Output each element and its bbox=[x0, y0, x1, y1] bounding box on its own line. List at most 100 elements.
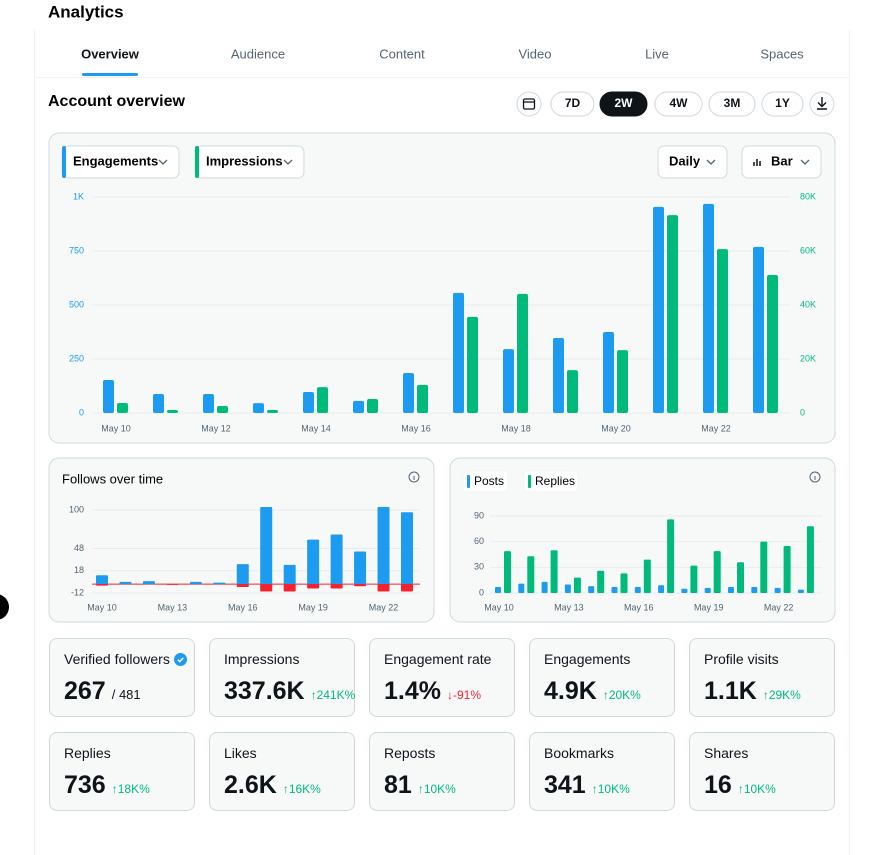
stat-value: 16 bbox=[704, 771, 732, 799]
bar bbox=[119, 581, 132, 585]
x-tick-label: May 12 bbox=[201, 423, 231, 433]
bar bbox=[728, 587, 734, 593]
range-button[interactable] bbox=[599, 91, 648, 117]
control-dropdown[interactable] bbox=[657, 145, 728, 179]
stat-value: 2.6K bbox=[224, 771, 277, 799]
stat-label-row: Bookmarks bbox=[544, 745, 614, 761]
range-label: 1Y bbox=[775, 96, 790, 110]
y-tick-label: 60 bbox=[474, 536, 484, 546]
bar bbox=[260, 507, 273, 585]
stat-change: ↑18K% bbox=[111, 782, 150, 796]
stat-change: ↑20K% bbox=[602, 688, 641, 702]
stat-label-row: Impressions bbox=[224, 651, 299, 667]
bar bbox=[518, 583, 525, 593]
legend-pill[interactable] bbox=[523, 470, 579, 493]
stat-change: ↑10K% bbox=[591, 782, 630, 796]
y-tick-label: 0 bbox=[479, 587, 484, 597]
bar bbox=[611, 587, 618, 593]
info-icon[interactable] bbox=[408, 471, 420, 483]
y2-tick-label: 20K bbox=[800, 353, 816, 363]
series-color bbox=[195, 146, 199, 178]
stat-label: Verified followers bbox=[64, 651, 170, 667]
x-tick-label: May 22 bbox=[369, 602, 399, 612]
stat-card: Shares 16 ↑10K% bbox=[689, 732, 835, 811]
stat-value: 341 bbox=[544, 771, 586, 799]
bar bbox=[597, 570, 605, 593]
control-label: Bar bbox=[771, 153, 793, 168]
bar bbox=[690, 565, 698, 593]
stat-label: Impressions bbox=[224, 651, 300, 667]
bar bbox=[617, 350, 628, 413]
series-color bbox=[528, 475, 531, 488]
bar bbox=[203, 393, 214, 413]
tab[interactable]: Spaces bbox=[760, 46, 804, 61]
tab[interactable]: Content bbox=[379, 46, 425, 61]
stat-label: Replies bbox=[64, 745, 111, 761]
stat-value-row: 1.4% ↓-91% bbox=[384, 677, 481, 706]
bar bbox=[96, 575, 108, 585]
x-tick-label: May 10 bbox=[101, 423, 131, 433]
bar bbox=[550, 550, 558, 593]
bar bbox=[153, 393, 164, 413]
y2-tick-label: 0 bbox=[800, 407, 805, 417]
bar bbox=[753, 246, 764, 413]
bar bbox=[330, 584, 343, 589]
bar bbox=[504, 551, 511, 593]
tab[interactable]: Video bbox=[518, 46, 551, 61]
bar bbox=[260, 584, 273, 592]
control-dropdown[interactable] bbox=[741, 145, 822, 179]
stat-label-row: Profile visits bbox=[704, 651, 779, 667]
x-tick-label: May 10 bbox=[87, 602, 117, 612]
stat-label: Likes bbox=[224, 745, 257, 761]
bar bbox=[620, 573, 628, 593]
stat-card: Engagements 4.9K ↑20K% bbox=[529, 638, 675, 717]
page-title: Analytics bbox=[48, 2, 124, 21]
stat-card: Profile visits 1.1K ↑29K% bbox=[689, 638, 835, 717]
chevron bbox=[800, 159, 810, 165]
bar bbox=[653, 206, 664, 413]
control-label: Daily bbox=[669, 153, 701, 168]
bar bbox=[567, 370, 578, 413]
y2-tick-label: 80K bbox=[800, 191, 816, 201]
stat-label-row: Engagement rate bbox=[384, 651, 491, 667]
stat-label: Shares bbox=[704, 745, 749, 761]
info-icon[interactable] bbox=[809, 471, 821, 483]
stat-change: ↓-91% bbox=[446, 688, 481, 702]
range-button[interactable] bbox=[654, 91, 703, 117]
bar-icon bbox=[753, 159, 761, 166]
bar bbox=[658, 585, 665, 593]
y-tick-label: 30 bbox=[474, 562, 484, 572]
bar bbox=[503, 349, 514, 413]
bar bbox=[377, 507, 390, 585]
tab[interactable]: Audience bbox=[231, 46, 285, 61]
stat-card: Verified followers 267 / 481 bbox=[49, 638, 195, 717]
bar bbox=[634, 587, 641, 593]
x-tick-label: May 19 bbox=[694, 602, 724, 612]
stat-card: Impressions 337.6K ↑241K% bbox=[209, 638, 355, 717]
card-title: Follows over time bbox=[62, 471, 163, 486]
bar bbox=[307, 584, 320, 589]
y-tick-label: 90 bbox=[474, 510, 484, 520]
tab[interactable]: Live bbox=[645, 46, 669, 61]
calendar-button[interactable] bbox=[516, 91, 542, 117]
stat-label: Bookmarks bbox=[544, 745, 615, 761]
bar bbox=[517, 293, 528, 413]
range-button[interactable] bbox=[708, 91, 756, 117]
range-button[interactable] bbox=[550, 91, 595, 117]
bar bbox=[553, 338, 564, 413]
range-button[interactable] bbox=[761, 91, 804, 117]
bar bbox=[303, 392, 314, 413]
tab[interactable]: Overview bbox=[81, 46, 140, 61]
bar bbox=[103, 379, 114, 413]
range-label: 2W bbox=[615, 96, 634, 110]
bar bbox=[588, 586, 595, 593]
x-tick-label: May 16 bbox=[401, 423, 431, 433]
bar bbox=[400, 512, 413, 585]
download-button[interactable] bbox=[809, 91, 835, 117]
stat-value: 4.9K bbox=[544, 677, 597, 705]
stat-value: 267 bbox=[64, 677, 106, 705]
stat-label-row: Shares bbox=[704, 745, 748, 761]
bar bbox=[717, 249, 728, 413]
legend-pill[interactable] bbox=[462, 470, 509, 493]
